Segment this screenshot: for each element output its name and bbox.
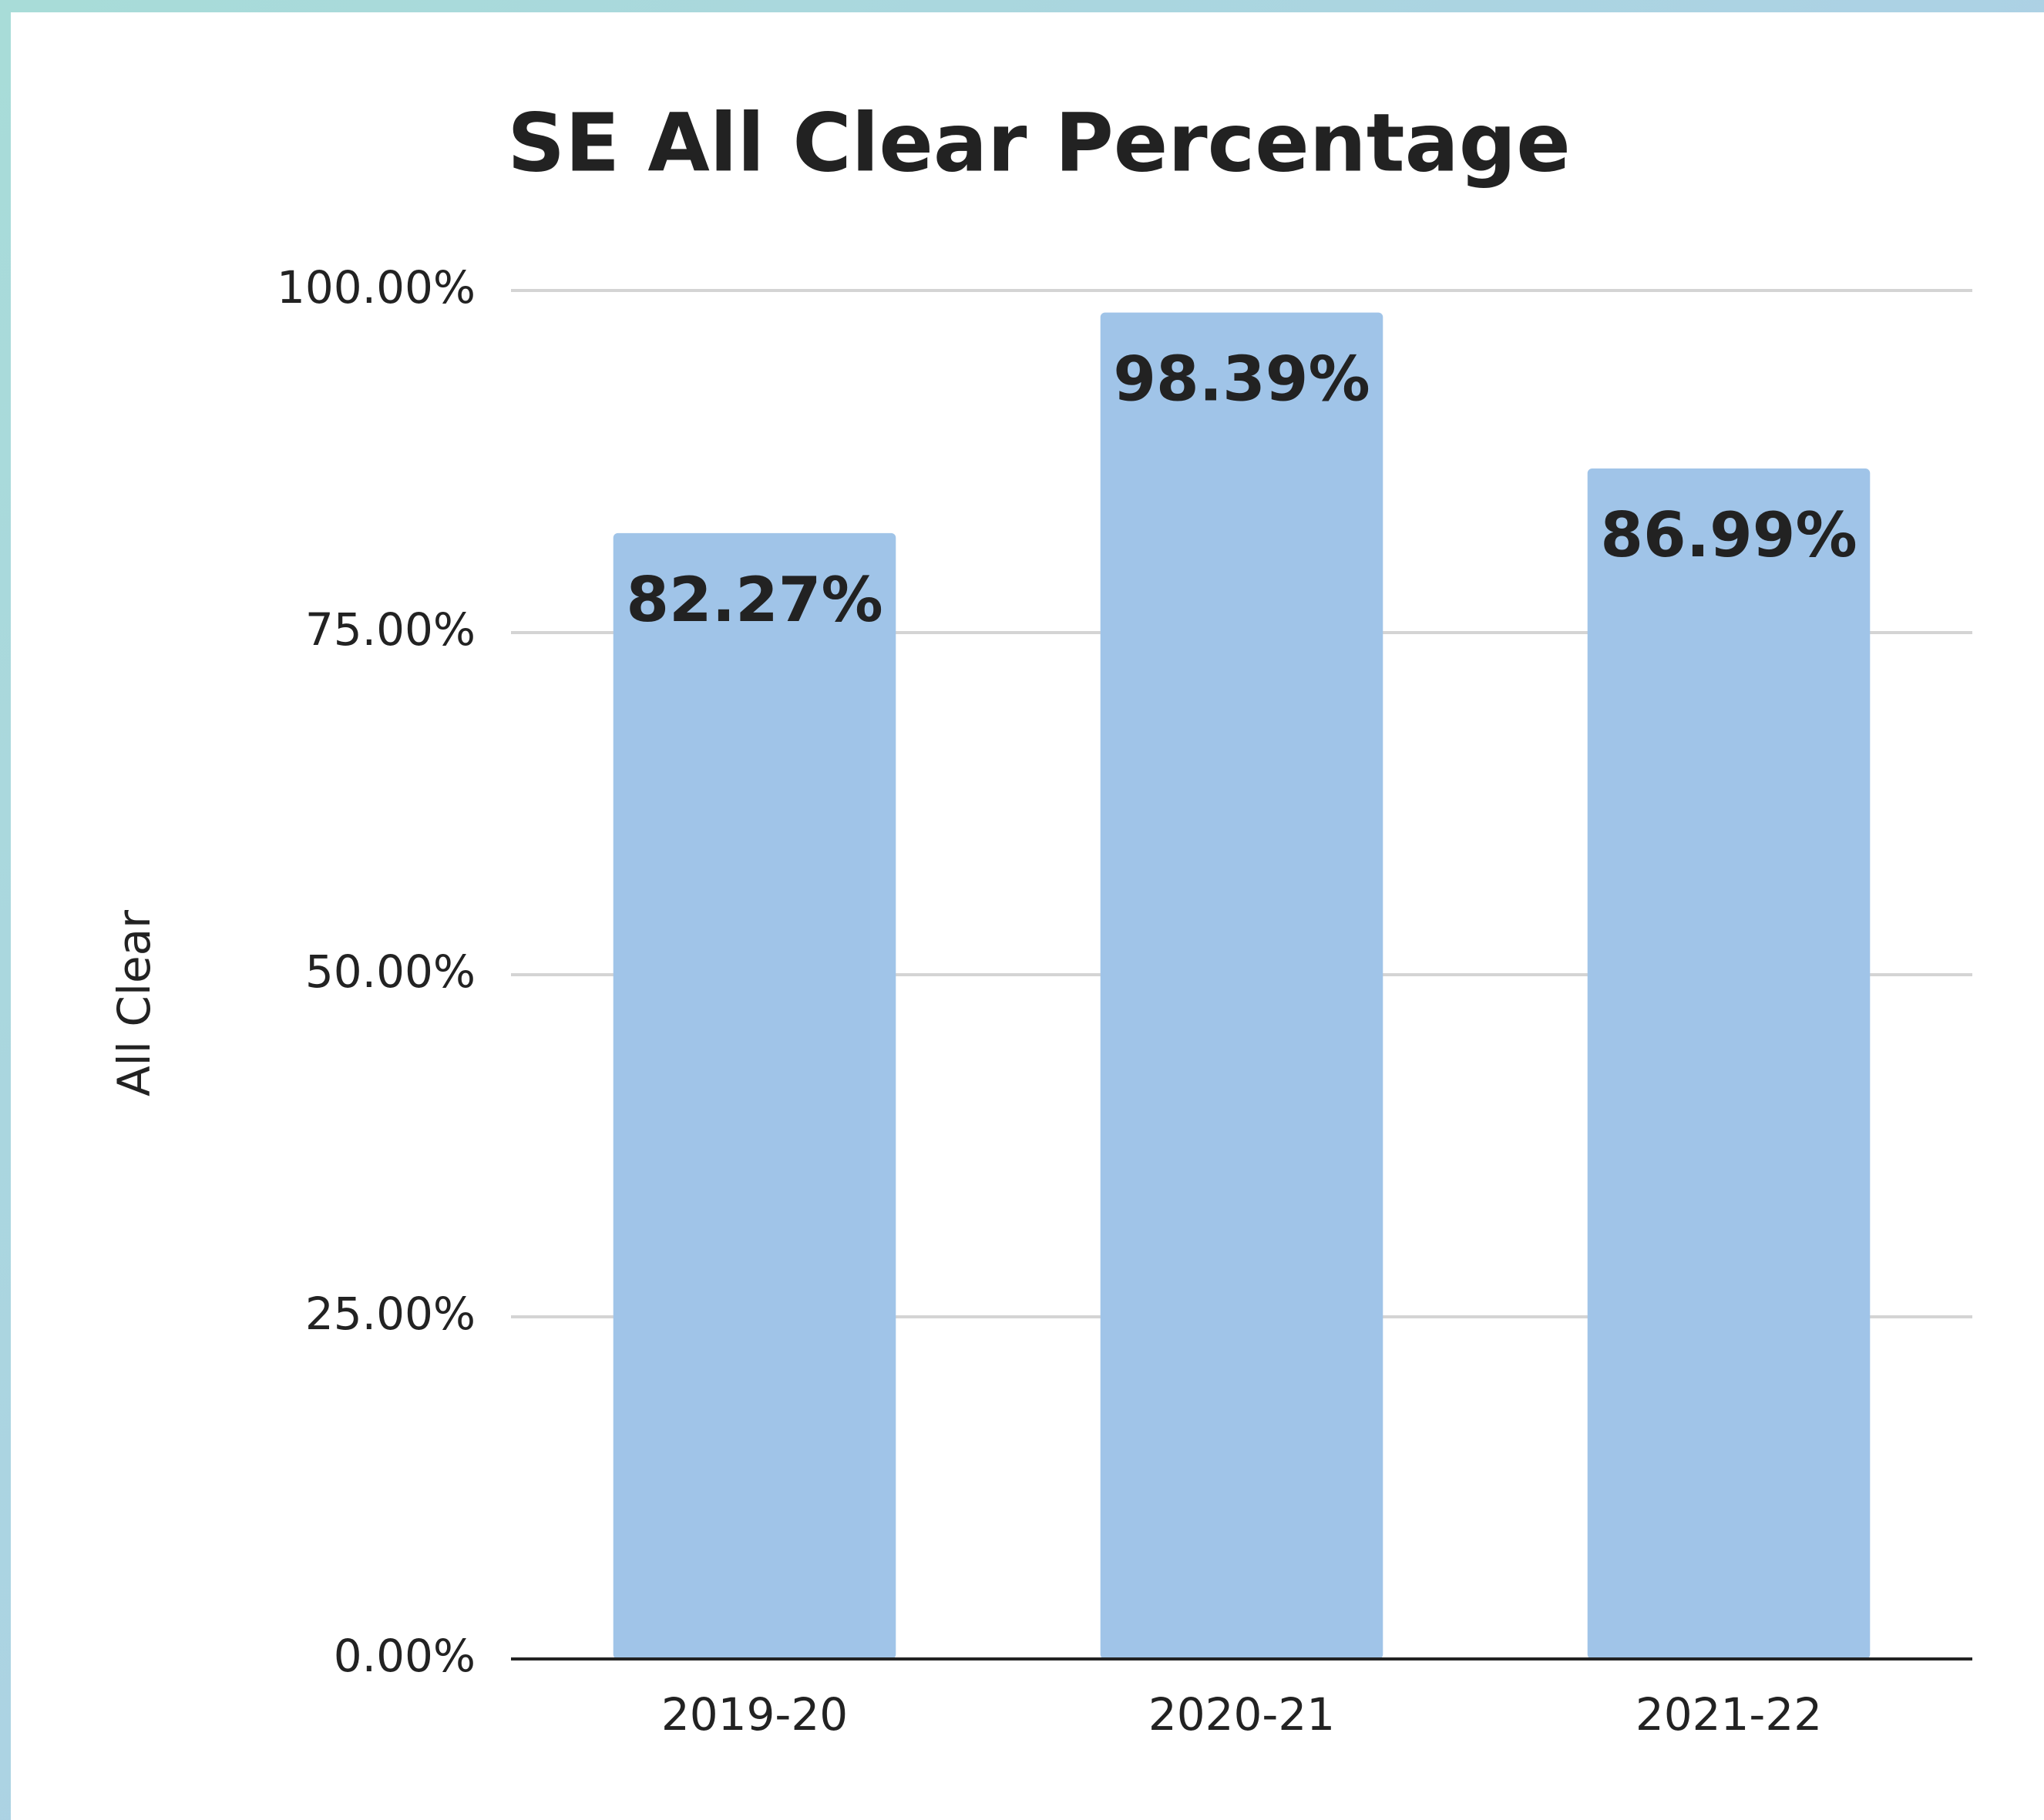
x-tick-label: 2021-22 (1636, 1688, 1822, 1741)
y-tick-label: 50.00% (305, 945, 476, 998)
bar (1100, 312, 1383, 1659)
y-axis-label: All Clear (108, 910, 160, 1096)
data-label: 82.27% (626, 564, 882, 636)
bar (1587, 468, 1871, 1659)
y-tick-label: 75.00% (305, 603, 476, 656)
x-tick-label: 2020-21 (1148, 1688, 1335, 1741)
y-tick-label: 0.00% (334, 1630, 476, 1682)
data-label: 86.99% (1600, 499, 1857, 571)
y-tick-label: 100.00% (277, 261, 476, 314)
y-tick-label: 25.00% (305, 1288, 476, 1340)
x-tick-label: 2019-20 (661, 1688, 848, 1741)
bar (613, 532, 896, 1660)
data-label: 98.39% (1113, 344, 1370, 415)
chart-title: SE All Clear Percentage (507, 96, 1570, 190)
